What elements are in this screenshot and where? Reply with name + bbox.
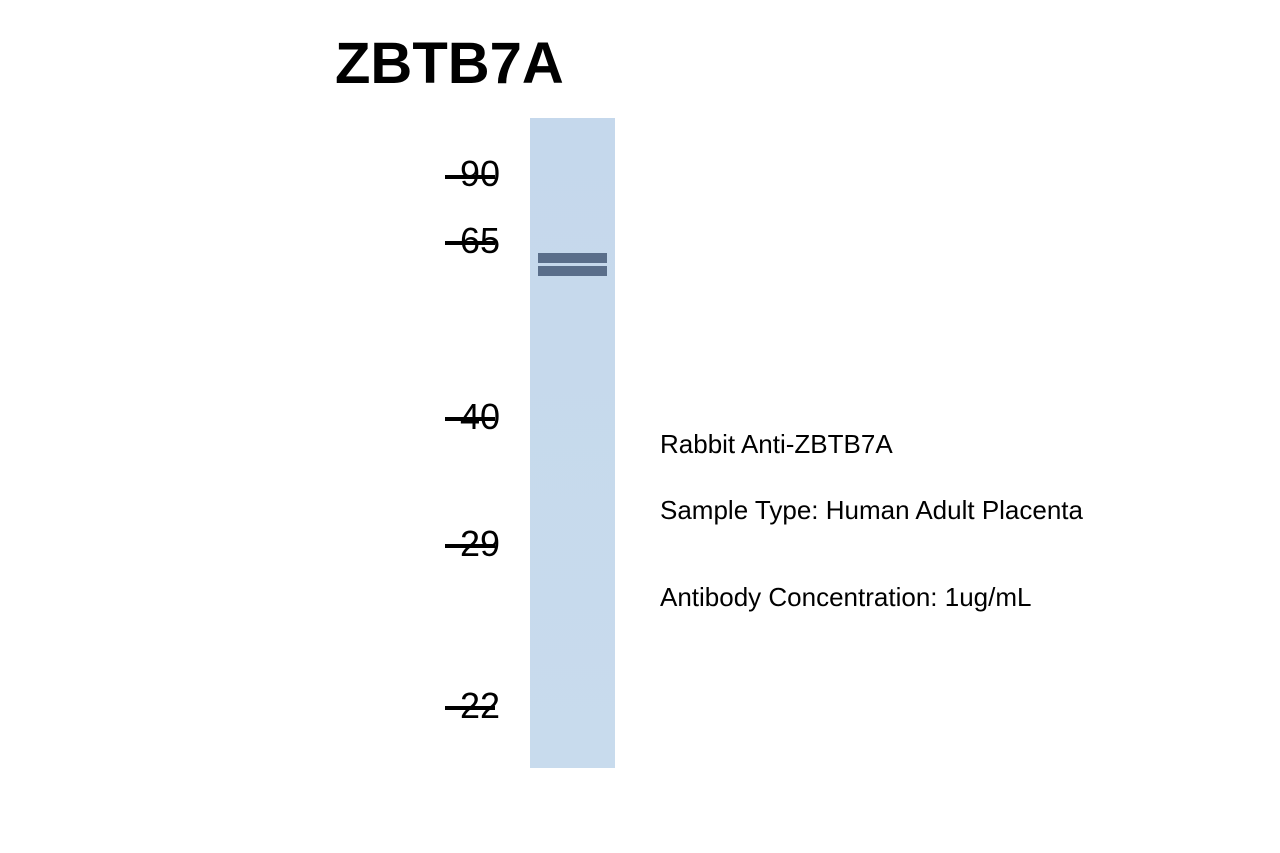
marker-tick — [445, 417, 495, 421]
western-blot-lane — [530, 118, 615, 768]
marker-tick — [445, 706, 495, 710]
concentration-info: Antibody Concentration: 1ug/mL — [660, 583, 1031, 613]
marker-label: 90 — [460, 153, 500, 195]
chart-title: ZBTB7A — [335, 30, 564, 97]
marker-tick — [445, 544, 495, 548]
antibody-info: Rabbit Anti-ZBTB7A — [660, 430, 893, 460]
marker-tick — [445, 175, 495, 179]
sample-type-info: Sample Type: Human Adult Placenta — [660, 496, 1083, 526]
blot-band — [538, 266, 607, 276]
blot-band — [538, 253, 607, 263]
marker-tick — [445, 241, 495, 245]
